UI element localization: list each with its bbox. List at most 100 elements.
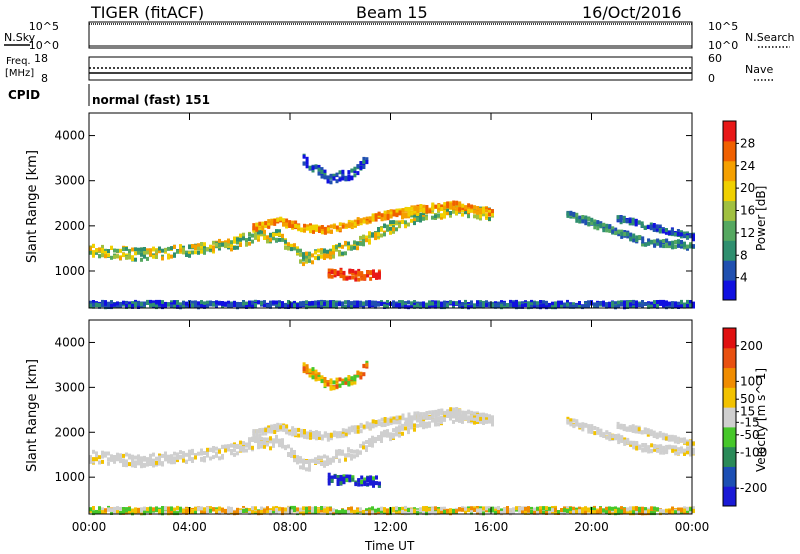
data-cell (137, 250, 140, 255)
data-cell (683, 241, 686, 246)
data-cell (674, 244, 678, 249)
data-cell (167, 508, 170, 513)
data-cell (89, 250, 92, 255)
data-cell (674, 510, 677, 515)
data-cell (116, 509, 119, 514)
data-cell (227, 447, 230, 452)
data-cell (372, 476, 375, 481)
data-cell (476, 508, 479, 513)
data-cell (398, 415, 402, 420)
data-cell (288, 431, 292, 436)
data-cell (329, 224, 333, 229)
data-cell (673, 232, 677, 237)
data-cell (276, 424, 280, 429)
data-cell (377, 271, 381, 276)
data-cell (446, 410, 450, 414)
data-cell (506, 303, 509, 308)
data-cell (258, 225, 262, 230)
data-cell (203, 458, 206, 463)
data-cell (593, 431, 597, 436)
data-cell (185, 301, 188, 306)
data-cell (341, 449, 344, 454)
data-cell (245, 508, 248, 513)
data-cell (290, 247, 293, 252)
data-cell (476, 213, 479, 218)
data-cell (258, 429, 262, 434)
data-cell (470, 301, 473, 306)
data-cell (293, 243, 296, 248)
data-cell (323, 175, 327, 180)
data-cell (476, 210, 480, 215)
data-cell (581, 422, 585, 427)
data-cell (647, 509, 650, 514)
colorbar-segment (723, 426, 736, 448)
data-cell (383, 304, 386, 309)
data-cell (272, 506, 275, 511)
data-cell (449, 213, 452, 218)
data-cell (665, 449, 669, 454)
data-cell (631, 428, 635, 433)
data-cell (599, 506, 602, 511)
data-cell (347, 507, 350, 512)
data-cell (389, 220, 392, 225)
data-cell (590, 426, 594, 431)
data-cell (92, 459, 95, 464)
data-cell (371, 510, 374, 515)
data-cell (272, 232, 275, 237)
data-cell (311, 367, 315, 372)
data-cell (282, 222, 286, 227)
data-cell (305, 467, 308, 472)
data-cell (200, 242, 203, 246)
data-cell (158, 249, 161, 254)
data-cell (488, 508, 491, 513)
data-cell (320, 375, 324, 380)
data-cell (197, 451, 200, 456)
data-cell (401, 424, 404, 429)
data-cell (359, 235, 362, 240)
data-cell (680, 446, 683, 451)
data-cell (452, 412, 456, 417)
data-cell (437, 213, 440, 218)
data-cell (683, 231, 686, 236)
data-cell (332, 457, 335, 461)
data-cell (305, 164, 309, 169)
data-cell (357, 272, 361, 277)
data-cell (611, 506, 614, 511)
data-cell (329, 251, 332, 256)
data-cell (461, 417, 464, 421)
data-cell (185, 304, 188, 309)
data-cell (646, 225, 650, 230)
colorbar-tick-label: 20 (740, 181, 755, 195)
data-cell (515, 299, 518, 304)
data-cell (623, 305, 626, 310)
data-cell (689, 244, 692, 249)
data-cell (335, 434, 339, 439)
data-cell (605, 510, 608, 515)
data-cell (662, 450, 666, 455)
data-cell (485, 419, 488, 424)
data-cell (251, 506, 254, 511)
data-cell (362, 162, 366, 167)
data-cell (647, 238, 651, 243)
data-cell (263, 300, 266, 305)
data-cell (299, 510, 302, 515)
data-cell (446, 207, 449, 212)
data-cell (404, 214, 407, 219)
data-cell (209, 448, 212, 452)
data-cell (674, 451, 678, 456)
data-cell (584, 510, 587, 515)
data-cell (395, 426, 398, 431)
data-cell (332, 254, 335, 259)
data-cell (419, 214, 422, 219)
data-cell (164, 455, 167, 460)
data-cell (593, 219, 597, 224)
data-cell (291, 428, 295, 433)
data-cell (293, 452, 296, 457)
data-cell (332, 380, 336, 385)
data-cell (416, 215, 419, 220)
data-cell (440, 213, 443, 218)
data-cell (455, 201, 459, 206)
data-cell (164, 509, 167, 514)
data-cell (671, 241, 675, 246)
data-cell (239, 447, 242, 452)
